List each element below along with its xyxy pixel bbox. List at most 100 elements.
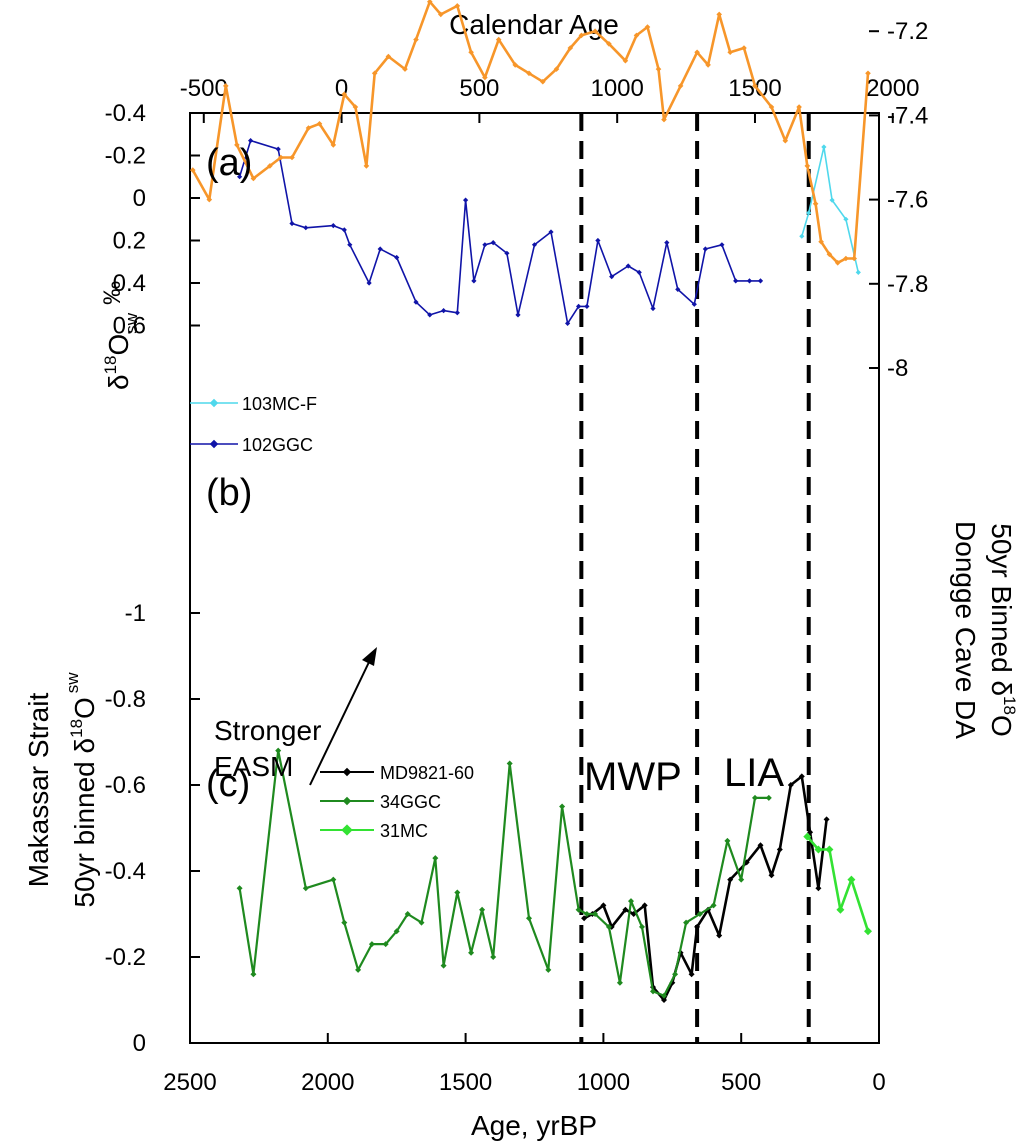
data-point-s1-4 (303, 225, 309, 231)
data-point-s1-16 (471, 278, 477, 284)
data-point-s2-14 (371, 70, 378, 77)
data-point-s1-26 (595, 237, 601, 244)
data-point-s2-28 (567, 45, 574, 51)
data-point-s1-29 (636, 269, 642, 275)
data-point-s4-3 (302, 885, 309, 892)
data-point-s2-16 (402, 66, 408, 72)
data-point-s1-7 (347, 242, 353, 248)
data-point-s4-32 (683, 919, 690, 926)
annotation-arrow-head (362, 647, 377, 666)
data-point-s4-38 (765, 794, 772, 801)
right-axis-ticks: -8-7.8-7.6-7.4-7.2-7 (869, 18, 928, 382)
data-point-s3-17 (757, 842, 764, 849)
left-label-sup: 18 (101, 355, 120, 374)
data-point-s2-21 (468, 49, 474, 55)
svg-text:50yr binned δ18Osw: 50yr binned δ18Osw (63, 672, 100, 908)
data-point-s1-5 (330, 223, 336, 229)
data-point-s1-35 (719, 242, 725, 248)
data-point-s1-10 (394, 254, 400, 261)
legend-marker-103mcf (209, 398, 219, 408)
left-tick-label-11: 0 (133, 1030, 146, 1057)
left-tick-label-4: 0.4 (113, 270, 146, 297)
data-point-s1-14 (454, 310, 460, 316)
data-point-s4-33 (696, 911, 703, 917)
left-label-delta: δ (103, 374, 134, 390)
data-point-s4-19 (526, 915, 532, 922)
top-axis-title: Calendar Age (449, 9, 619, 40)
left-tick-label-7: -0.8 (105, 686, 146, 713)
data-point-s1-6 (341, 227, 347, 233)
data-point-s4-9 (393, 928, 400, 935)
data-point-s4-30 (661, 992, 667, 999)
bottom-tick-label-2: 1500 (439, 1069, 492, 1096)
data-point-s1-32 (675, 286, 681, 292)
data-point-s0-3 (829, 197, 835, 203)
data-point-s2-5 (267, 163, 273, 169)
series-line-3 (583, 775, 828, 1002)
data-point-s1-33 (691, 301, 697, 307)
era-label-lia: LIA (724, 751, 784, 795)
data-point-s2-52 (843, 255, 849, 262)
data-point-s2-31 (606, 41, 612, 47)
left-label-O: O (103, 334, 134, 356)
data-point-s0-4 (843, 216, 849, 222)
data-point-s2-44 (768, 104, 775, 110)
data-point-s3-11 (688, 971, 695, 978)
data-point-s1-31 (664, 240, 670, 246)
data-point-s2-23 (495, 36, 502, 43)
data-point-s4-21 (559, 803, 566, 810)
right-tick-label-0: -8 (887, 355, 908, 382)
data-point-s4-37 (752, 794, 758, 801)
left-tick-label-10: -0.2 (105, 944, 146, 971)
data-point-s1-12 (427, 312, 433, 318)
left-label-unit: ‰ (99, 281, 126, 305)
left-tick-label-3: 0.2 (113, 228, 146, 255)
data-point-s5-3 (836, 905, 845, 914)
data-point-s1-8 (366, 280, 372, 286)
data-point-s4-6 (355, 966, 362, 973)
data-point-s4-29 (650, 988, 656, 995)
svg-text:δ18Osw‰: δ18Osw ‰ (99, 281, 141, 390)
data-point-s4-7 (368, 941, 375, 948)
data-point-s4-25 (605, 923, 612, 930)
data-point-s3-20 (787, 782, 794, 788)
data-point-s1-25 (584, 303, 590, 309)
legend-top: 103MC-F 102GGC (190, 394, 317, 455)
data-point-s2-9 (316, 121, 323, 127)
bottom-tick-label-1: 2000 (301, 1069, 354, 1096)
data-point-s3-24 (823, 816, 830, 823)
legend-marker-34ggc (342, 796, 352, 806)
data-point-s2-8 (305, 125, 312, 131)
reference-lines (579, 113, 811, 1043)
data-point-s4-11 (418, 919, 425, 926)
top-axis-ticks: -5000500100015002000 (180, 75, 919, 123)
legend-label-103mcf: 103MC-F (242, 394, 317, 414)
data-point-s4-31 (672, 971, 679, 978)
data-point-s1-3 (289, 220, 295, 227)
data-point-s3-4 (622, 906, 629, 913)
data-point-s4-35 (724, 837, 731, 844)
left-axis-title-upper: δ18Osw ‰ (99, 281, 141, 390)
data-point-s1-15 (463, 197, 469, 203)
left-label2-O: O (69, 697, 100, 719)
bottom-tick-label-4: 500 (721, 1069, 761, 1096)
left-tick-label-9: -0.4 (105, 858, 146, 885)
series-line-0 (801, 146, 860, 273)
bottom-tick-label-5: 0 (872, 1069, 885, 1096)
data-point-s4-16 (479, 906, 486, 913)
data-point-s4-26 (616, 979, 623, 986)
data-point-s2-7 (289, 154, 295, 161)
bottom-tick-label-0: 2500 (163, 1069, 216, 1096)
series-line-1 (238, 139, 761, 325)
data-point-s0-1 (806, 210, 812, 216)
data-point-s1-38 (757, 278, 764, 284)
data-point-s2-18 (427, 0, 433, 5)
top-tick-label-0: -500 (180, 75, 228, 102)
legend-label-md9821: MD9821-60 (380, 763, 474, 783)
data-point-s4-34 (710, 902, 717, 909)
data-point-s5-2 (825, 845, 834, 854)
data-point-s1-37 (746, 278, 753, 284)
data-point-s0-5 (855, 269, 861, 275)
data-point-s1-19 (504, 250, 510, 256)
